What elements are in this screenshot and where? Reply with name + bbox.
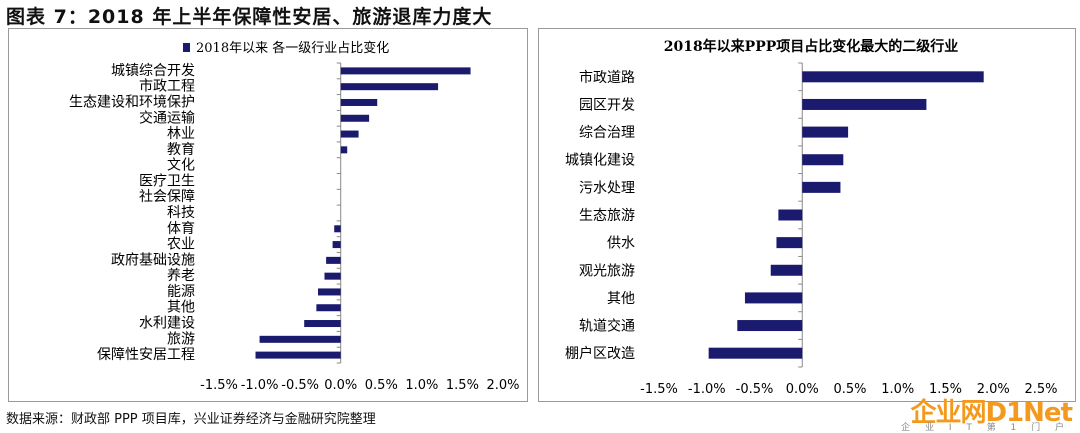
bar bbox=[340, 83, 439, 91]
bar bbox=[778, 209, 803, 221]
legend-label: 2018年以来 各一级行业占比变化 bbox=[196, 40, 389, 56]
category-label: 其他 bbox=[167, 300, 195, 316]
bar bbox=[340, 98, 378, 106]
category-label: 综合治理 bbox=[579, 125, 635, 141]
bar bbox=[326, 256, 341, 264]
x-tick-label: -0.5% bbox=[736, 382, 774, 397]
category-label: 水利建设 bbox=[139, 316, 195, 332]
category-label: 其他 bbox=[607, 291, 635, 307]
category-label: 棚户区改造 bbox=[565, 345, 635, 362]
bar bbox=[334, 225, 341, 233]
x-tick-label: 0.0% bbox=[786, 382, 819, 397]
category-label: 供水 bbox=[607, 236, 635, 252]
category-label: 生态建设和环境保护 bbox=[69, 94, 195, 110]
chart-panel-subindustries: 2018年以来PPP项目占比变化最大的二级行业市政道路园区开发综合治理城镇化建设… bbox=[538, 28, 1076, 402]
category-label: 园区开发 bbox=[579, 97, 635, 113]
category-label: 轨道交通 bbox=[579, 318, 635, 335]
category-label: 政府基础设施 bbox=[111, 251, 195, 268]
category-label: 市政工程 bbox=[139, 78, 195, 95]
bar bbox=[340, 114, 370, 122]
bar bbox=[340, 146, 348, 154]
category-label: 社会保障 bbox=[139, 189, 195, 205]
chart-panel-industries: 2018年以来 各一级行业占比变化 城镇综合开发 市政工程 生态建设和环境保护 交通运输… bbox=[8, 28, 528, 402]
category-label: 旅游 bbox=[167, 331, 195, 347]
x-tick-label: -1.5% bbox=[200, 378, 238, 393]
x-tick-label: 1.0% bbox=[405, 378, 438, 393]
category-label: 养老 bbox=[167, 268, 195, 284]
watermark-sub: 企 业 I T 第 1 门 户 bbox=[901, 423, 1070, 433]
bar bbox=[304, 320, 341, 328]
watermark-logo: 企业网D1Net 企 业 I T 第 1 门 户 bbox=[901, 392, 1073, 433]
bar bbox=[802, 181, 841, 193]
category-label: 观光旅游 bbox=[579, 263, 635, 279]
bar bbox=[802, 154, 844, 166]
bar bbox=[776, 237, 803, 249]
x-tick-label: 2.5% bbox=[1024, 382, 1057, 397]
x-tick-label: -0.5% bbox=[281, 378, 319, 393]
bar bbox=[255, 351, 341, 359]
source-note: 数据来源：财政部 PPP 项目库，兴业证券经济与金融研究院整理 bbox=[6, 412, 376, 427]
category-label: 教育 bbox=[167, 142, 195, 158]
bar bbox=[770, 264, 803, 276]
bar bbox=[332, 241, 341, 249]
x-tick-label: 1.5% bbox=[446, 378, 479, 393]
category-label: 能源 bbox=[167, 284, 195, 300]
bar bbox=[316, 304, 341, 312]
x-tick-label: 0.5% bbox=[833, 382, 866, 397]
x-tick-label: 2.0% bbox=[486, 378, 519, 393]
bar bbox=[737, 320, 803, 332]
legend-swatch bbox=[183, 43, 190, 52]
bar bbox=[802, 71, 984, 83]
bar bbox=[708, 347, 803, 359]
category-label: 交通运输 bbox=[139, 109, 195, 126]
x-tick-label: -1.0% bbox=[241, 378, 279, 393]
watermark-main: 企业网D1Net bbox=[910, 398, 1073, 428]
x-tick-label: 2.0% bbox=[977, 382, 1010, 397]
bar bbox=[802, 126, 849, 138]
x-tick-label: -1.0% bbox=[688, 382, 726, 397]
chart-level1-industries: 2018年以来 各一级行业占比变化城镇综合开发市政工程生态建设和环境保护交通运输… bbox=[69, 40, 520, 393]
category-label: 污水处理 bbox=[579, 180, 635, 196]
category-label: 生态旅游 bbox=[579, 208, 635, 224]
category-label: 城镇综合开发 bbox=[111, 63, 195, 79]
bar bbox=[744, 292, 803, 304]
x-tick-label: 0.5% bbox=[365, 378, 398, 393]
x-tick-label: 1.5% bbox=[929, 382, 962, 397]
category-label: 科技 bbox=[167, 205, 195, 221]
bar bbox=[317, 288, 341, 296]
figure-title: 图表 7：2018 年上半年保障性安居、旅游退库力度大 bbox=[6, 6, 493, 28]
chart-level2-industries: 2018年以来PPP项目占比变化最大的二级行业市政道路园区开发综合治理城镇化建设… bbox=[565, 38, 1058, 397]
category-label: 城镇化建设 bbox=[565, 153, 635, 169]
bar bbox=[259, 335, 341, 343]
category-label: 林业 bbox=[167, 126, 195, 142]
bar bbox=[340, 130, 359, 138]
bar bbox=[802, 98, 927, 110]
bar bbox=[324, 272, 341, 280]
category-label: 市政道路 bbox=[579, 69, 635, 86]
chart-title: 2018年以来PPP项目占比变化最大的二级行业 bbox=[664, 38, 959, 55]
category-label: 医疗卫生 bbox=[139, 173, 195, 189]
category-label: 文化 bbox=[167, 158, 195, 174]
bar bbox=[340, 67, 471, 75]
x-tick-label: 0.0% bbox=[324, 378, 357, 393]
x-tick-label: -1.5% bbox=[640, 382, 678, 397]
x-tick-label: 1.0% bbox=[881, 382, 914, 397]
category-label: 体育 bbox=[167, 221, 195, 237]
category-label: 保障性安居工程 bbox=[97, 347, 195, 363]
category-label: 农业 bbox=[167, 237, 195, 253]
